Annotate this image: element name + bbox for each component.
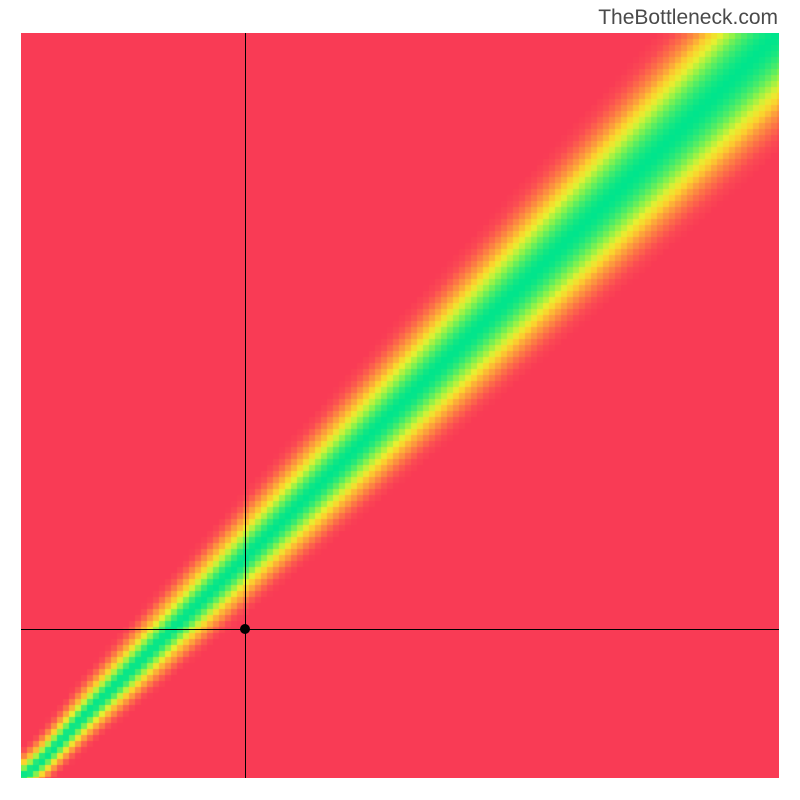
selection-marker <box>240 624 250 634</box>
crosshair-vertical <box>245 33 246 778</box>
crosshair-horizontal <box>21 629 779 630</box>
bottleneck-heatmap <box>21 33 779 778</box>
watermark-text: TheBottleneck.com <box>598 6 778 30</box>
